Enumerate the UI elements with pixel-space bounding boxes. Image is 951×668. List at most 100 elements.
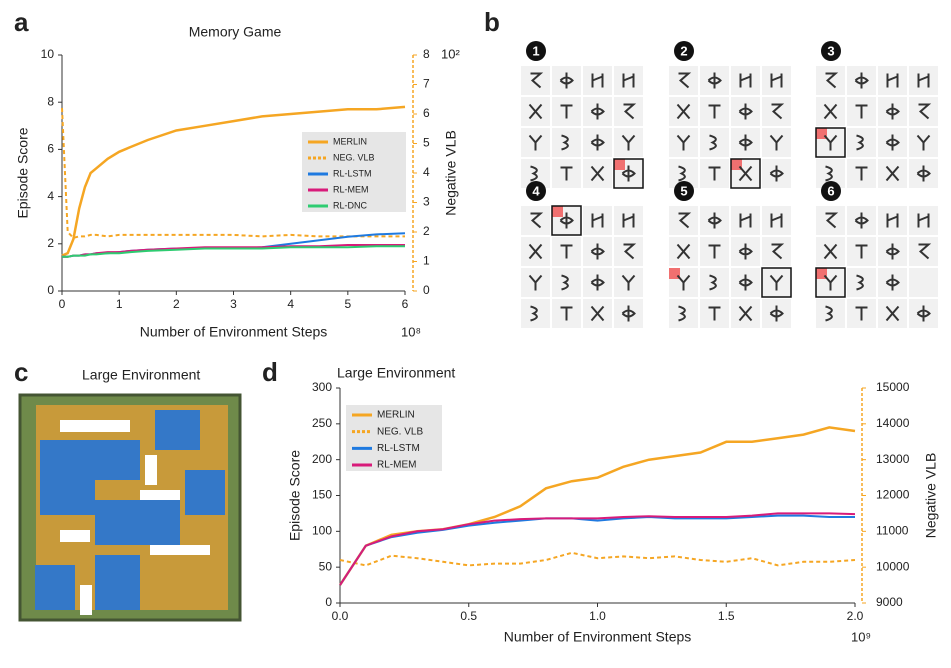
glyph bbox=[709, 274, 717, 291]
env-title: Large Environment bbox=[82, 367, 200, 383]
x-tick-label: 1 bbox=[116, 297, 123, 311]
glyph bbox=[676, 134, 691, 151]
step-number: 3 bbox=[827, 43, 834, 58]
panel-label: c bbox=[14, 357, 28, 387]
glyph bbox=[623, 243, 637, 260]
legend-label: RL-MEM bbox=[333, 184, 369, 194]
grid-cell bbox=[909, 237, 938, 266]
glyph bbox=[708, 166, 721, 181]
glyph bbox=[885, 274, 900, 291]
legend-label: RL-DNC bbox=[333, 200, 368, 210]
grid-cell bbox=[669, 66, 698, 95]
glyph bbox=[561, 134, 569, 151]
y-tick-label: 4 bbox=[47, 189, 54, 203]
glyph bbox=[622, 73, 635, 88]
chart-title: Memory Game bbox=[189, 24, 282, 40]
x-tick-label: 0.0 bbox=[332, 609, 349, 623]
y-tick-label: 200 bbox=[312, 452, 332, 466]
glyph bbox=[623, 103, 637, 120]
glyph bbox=[738, 305, 753, 322]
glyph bbox=[530, 212, 544, 229]
glyph bbox=[855, 306, 868, 321]
step-number: 6 bbox=[827, 183, 834, 198]
panel-label: b bbox=[484, 7, 500, 37]
glyph bbox=[770, 73, 783, 88]
glyph bbox=[708, 306, 721, 321]
y2-tick-label: 7 bbox=[423, 77, 430, 91]
y-tick-label: 300 bbox=[312, 380, 332, 394]
y2-tick-label: 11000 bbox=[876, 524, 909, 538]
glyph bbox=[738, 134, 753, 151]
legend-label: RL-MEM bbox=[377, 460, 416, 471]
glyph bbox=[916, 134, 931, 151]
x-tick-label: 1.0 bbox=[589, 609, 606, 623]
glyph bbox=[769, 305, 784, 322]
glyph bbox=[590, 103, 605, 120]
cue bbox=[669, 268, 680, 279]
glyph bbox=[559, 212, 574, 229]
grid-cell bbox=[816, 206, 845, 235]
legend-label: RL-LSTM bbox=[377, 443, 420, 454]
series-line bbox=[62, 245, 405, 258]
glyph bbox=[885, 134, 900, 151]
glyph bbox=[917, 73, 930, 88]
series-line bbox=[61, 105, 406, 257]
glyph bbox=[591, 73, 604, 88]
glyph bbox=[823, 103, 838, 120]
glyph bbox=[678, 305, 686, 322]
y2-tick-label: 10000 bbox=[876, 559, 910, 573]
glyph bbox=[707, 212, 722, 229]
glyph bbox=[770, 213, 783, 228]
step-badge bbox=[674, 41, 694, 61]
grid-cell bbox=[521, 66, 550, 95]
glyph bbox=[621, 274, 636, 291]
glyph bbox=[885, 103, 900, 120]
grid-cell bbox=[762, 66, 791, 95]
y-tick-label: 150 bbox=[312, 488, 332, 502]
glyph bbox=[738, 165, 753, 182]
glyph bbox=[769, 134, 784, 151]
grid-cell bbox=[762, 237, 791, 266]
glyph bbox=[918, 103, 932, 120]
x-tick-label: 2 bbox=[173, 297, 180, 311]
y-tick-label: 0 bbox=[325, 595, 332, 609]
grid-cell bbox=[614, 66, 643, 95]
y2-tick-label: 9000 bbox=[876, 595, 903, 609]
y-tick-label: 10 bbox=[41, 47, 55, 61]
x-tick-label: 0.5 bbox=[460, 609, 477, 623]
grid-cell bbox=[816, 66, 845, 95]
glyph bbox=[678, 72, 692, 89]
glyph bbox=[738, 274, 753, 291]
step-number: 4 bbox=[532, 183, 540, 198]
glyph bbox=[916, 165, 931, 182]
glyph bbox=[823, 243, 838, 260]
selection-box bbox=[730, 158, 761, 189]
y2-axis-label: Negative VLB bbox=[923, 453, 939, 539]
panel-label: d bbox=[262, 357, 278, 387]
legend-label: NEG. VLB bbox=[333, 152, 375, 162]
glyph bbox=[707, 72, 722, 89]
step-badge bbox=[674, 181, 694, 201]
cue bbox=[816, 268, 827, 279]
panel-label: a bbox=[14, 7, 29, 37]
grid-cell bbox=[731, 206, 760, 235]
glyph bbox=[738, 103, 753, 120]
cue bbox=[552, 206, 563, 217]
glyph bbox=[739, 73, 752, 88]
glyph bbox=[621, 165, 636, 182]
step-badge bbox=[526, 41, 546, 61]
grid-cell bbox=[614, 97, 643, 126]
glyph bbox=[885, 165, 900, 182]
glyph bbox=[560, 244, 573, 259]
grid-cell bbox=[614, 206, 643, 235]
glyph bbox=[560, 104, 573, 119]
step-number: 2 bbox=[680, 43, 687, 58]
legend-label: NEG. VLB bbox=[377, 426, 423, 437]
step-number: 5 bbox=[680, 183, 687, 198]
y2-tick-label: 1 bbox=[423, 254, 430, 268]
glyph bbox=[855, 244, 868, 259]
glyph bbox=[825, 165, 833, 182]
selection-box bbox=[815, 267, 846, 298]
x-axis-label: Number of Environment Steps bbox=[140, 324, 328, 340]
grid-cell bbox=[731, 66, 760, 95]
